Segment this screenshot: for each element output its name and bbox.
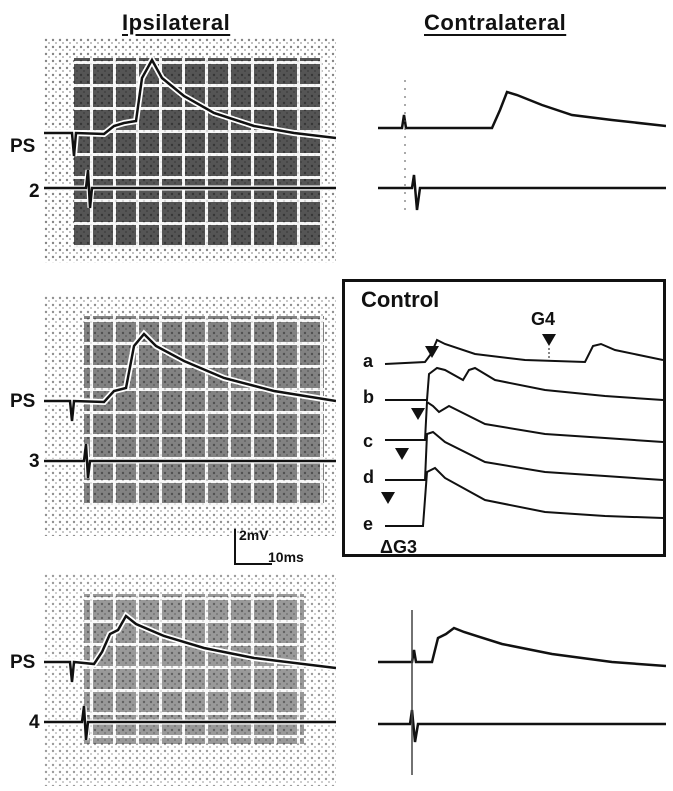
contralateral-trace-panel-4 — [378, 610, 666, 775]
ipsilateral-trace-panel-2 — [44, 38, 336, 263]
control-panel — [342, 279, 666, 557]
ipsilateral-header: Ipsilateral — [122, 10, 231, 35]
trace-number-2: 2 — [29, 181, 40, 202]
trace-number-3: 3 — [29, 451, 40, 472]
ps-label-row-3: PS — [10, 391, 36, 412]
trace-label-e: e — [363, 514, 374, 534]
trace-label-d: d — [363, 467, 374, 487]
scale-voltage: 2mV — [239, 527, 269, 543]
scale-bar: 2mV 10ms — [230, 527, 330, 567]
trace-number-4: 4 — [29, 712, 40, 733]
control-title: Control — [361, 287, 440, 312]
trace-label-c: c — [363, 431, 374, 451]
trace-label-b: b — [363, 387, 374, 407]
contralateral-trace-panel-2 — [378, 80, 666, 211]
control-traces — [381, 334, 663, 527]
g4-arrowhead — [542, 334, 556, 346]
scale-time: 10ms — [268, 549, 304, 565]
g3-label: ΔG3 — [380, 537, 417, 557]
ipsilateral-trace-panel-4 — [44, 574, 336, 786]
contralateral-header: Contralateral — [424, 10, 567, 35]
trace-label-a: a — [363, 351, 374, 371]
ipsilateral-trace-panel-3 — [44, 296, 336, 536]
g4-label: G4 — [531, 309, 556, 329]
ps-label-row-4: PS — [10, 652, 36, 673]
ps-label-row-2: PS — [10, 136, 36, 157]
